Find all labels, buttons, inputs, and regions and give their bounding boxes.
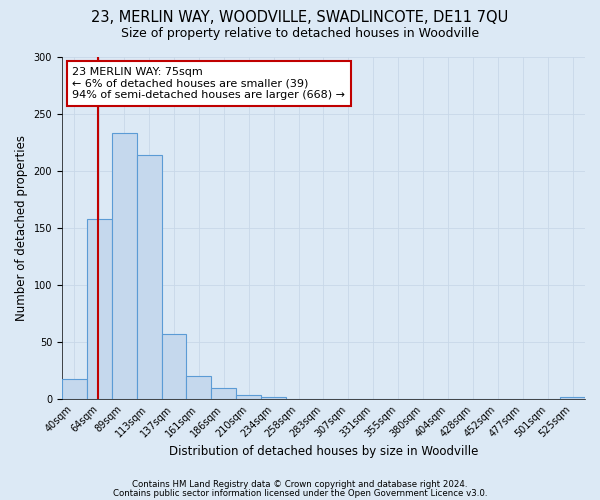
- Text: Contains public sector information licensed under the Open Government Licence v3: Contains public sector information licen…: [113, 489, 487, 498]
- Bar: [187, 376, 211, 399]
- Text: 23 MERLIN WAY: 75sqm
← 6% of detached houses are smaller (39)
94% of semi-detach: 23 MERLIN WAY: 75sqm ← 6% of detached ho…: [73, 67, 346, 100]
- Bar: [560, 397, 585, 399]
- X-axis label: Distribution of detached houses by size in Woodville: Distribution of detached houses by size …: [169, 444, 478, 458]
- Text: Size of property relative to detached houses in Woodville: Size of property relative to detached ho…: [121, 28, 479, 40]
- Bar: [161, 334, 187, 399]
- Bar: [87, 218, 112, 399]
- Bar: [211, 388, 236, 399]
- Bar: [112, 133, 137, 399]
- Bar: [236, 394, 261, 399]
- Y-axis label: Number of detached properties: Number of detached properties: [15, 135, 28, 321]
- Bar: [62, 378, 87, 399]
- Text: 23, MERLIN WAY, WOODVILLE, SWADLINCOTE, DE11 7QU: 23, MERLIN WAY, WOODVILLE, SWADLINCOTE, …: [91, 10, 509, 25]
- Text: Contains HM Land Registry data © Crown copyright and database right 2024.: Contains HM Land Registry data © Crown c…: [132, 480, 468, 489]
- Bar: [137, 154, 161, 399]
- Bar: [261, 397, 286, 399]
